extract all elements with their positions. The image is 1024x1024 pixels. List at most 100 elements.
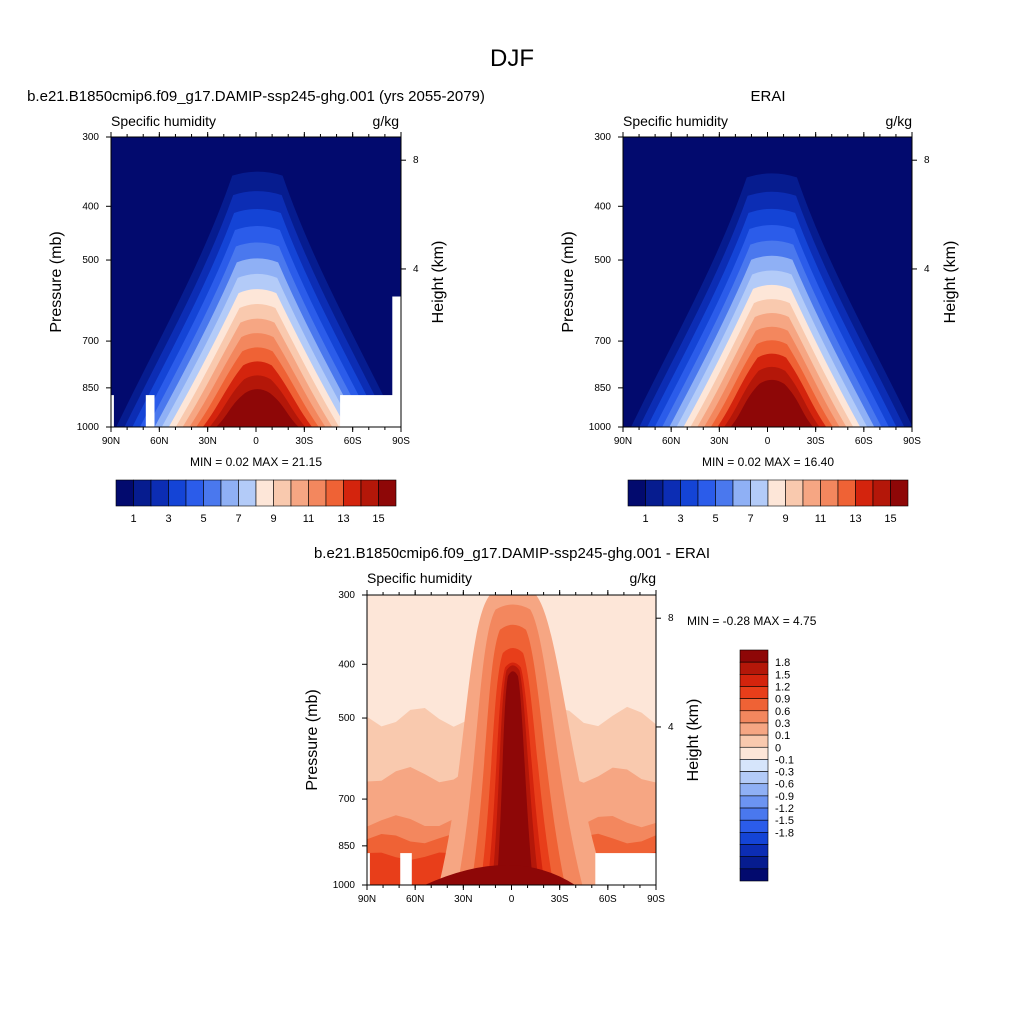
model-colorbar-label: 1 [130,513,136,525]
diff-colorbar-label: -1.8 [775,827,794,839]
panel-diff: b.e21.B1850cmip6.f09_g17.DAMIP-ssp245-gh… [304,545,817,905]
diff-colorbar-label: 1.2 [775,681,790,693]
diff-ytick-label: 850 [338,841,355,852]
obs-colorbar-swatch [662,479,681,507]
obs-ytick-label: 300 [594,132,611,143]
obs-colorbar-swatch [890,479,909,507]
obs-colorbar-swatch [837,479,856,507]
diff-colorbar-swatch [739,868,769,882]
diff-colorbar-swatch [739,698,769,712]
model-xtick-label: 30S [295,436,313,447]
diff-ytick-label: 500 [338,713,355,724]
diff-colorbar-swatch [739,746,769,760]
obs-ytick-label: 700 [594,336,611,347]
diff-colorbar-swatch [739,807,769,821]
obs-colorbar-swatch [855,479,874,507]
model-colorbar-swatch [255,479,274,507]
model-variable-label: Specific humidity [111,113,216,129]
model-colorbar-swatch [203,479,222,507]
obs-colorbar-swatch [715,479,734,507]
diff-colorbar-label: 0.9 [775,694,790,706]
obs-colorbar-swatch [645,479,664,507]
diff-axes: 90N 60N 30N 0 30S 60S 90S 300 400 500 700 850 1000 8 4 [333,590,674,905]
diff-ytick-label: 1000 [333,880,356,891]
obs-right-axis-label: Height (km) [942,241,959,324]
model-colorbar-swatch [238,479,257,507]
diff-colorbar-label: -0.1 [775,754,794,766]
obs-panel-title: ERAI [750,88,785,105]
obs-contour-band [730,379,814,427]
obs-colorbar: 1 3 5 7 9 11 13 15 [627,479,909,525]
model-colorbar-label: 7 [235,513,241,525]
model-colorbar-swatch [185,479,204,507]
model-units-label: g/kg [373,113,399,129]
diff-colorbar-swatch [739,710,769,724]
obs-stats: MIN = 0.02 MAX = 16.40 [702,455,834,469]
obs-rtick-label: 4 [924,264,930,275]
obs-colorbar-swatch [750,479,769,507]
diff-colorbar-swatch [739,649,769,663]
panel-obs: ERAI Specific humidity g/kg 90N 60N 30N 0 30… [560,88,959,525]
diff-colorbar-swatch [739,734,769,748]
obs-colorbar-label: 3 [677,513,683,525]
diff-xtick-label: 90S [647,894,665,905]
obs-variable-label: Specific humidity [623,113,728,129]
model-xtick-label: 60S [344,436,362,447]
diff-colorbar-label: -1.5 [775,815,794,827]
obs-xtick-label: 60N [662,436,680,447]
model-ytick-label: 700 [82,336,99,347]
model-colorbar-swatch [325,479,344,507]
diff-colorbar-swatch [739,674,769,687]
obs-ytick-label: 500 [594,255,611,266]
diff-colorbar-label: 0.3 [775,718,790,730]
model-colorbar-swatch [343,479,362,507]
model-colorbar-label: 3 [165,513,171,525]
model-colorbar-label: 15 [372,513,384,525]
obs-colorbar-swatch [627,479,646,507]
model-xtick-label: 60N [150,436,168,447]
obs-xtick-label: 90N [614,436,632,447]
model-colorbar-swatch [133,479,152,507]
obs-colorbar-label: 15 [884,513,896,525]
model-colorbar-swatch [378,479,397,507]
obs-xtick-label: 90S [903,436,921,447]
obs-xtick-label: 60S [855,436,873,447]
diff-contour-band [496,671,534,885]
obs-contour-plot [623,137,912,427]
diff-xtick-label: 0 [509,894,515,905]
model-colorbar-swatch [150,479,169,507]
obs-axes: 90N 60N 30N 0 30S 60S 90S 300 400 500 700 850 1000 8 4 [589,132,930,447]
diff-xtick-label: 30S [551,894,569,905]
model-ytick-label: 500 [82,255,99,266]
model-stats: MIN = 0.02 MAX = 21.15 [190,455,322,469]
diff-xtick-label: 90N [358,894,376,905]
obs-rtick-label: 8 [924,155,930,166]
diff-missing-region [367,853,370,885]
diff-colorbar: 1.81.51.20.90.60.30.10-0.1-0.3-0.6-0.9-1… [739,649,794,882]
model-right-axis-label: Height (km) [430,241,447,324]
diff-colorbar-swatch [739,759,769,772]
model-y-axis-label: Pressure (mb) [48,231,65,332]
obs-colorbar-label: 5 [712,513,718,525]
model-xtick-label: 0 [253,436,259,447]
diff-contour-plot [367,595,656,885]
diff-contour-band [424,865,576,885]
model-xtick-label: 90S [392,436,410,447]
diff-missing-region [595,853,656,885]
model-xtick-label: 90N [102,436,120,447]
diff-colorbar-swatch [739,832,769,845]
diff-ytick-label: 300 [338,590,355,601]
obs-units-label: g/kg [886,113,912,129]
diff-missing-region [400,853,412,885]
model-missing-region [145,395,155,427]
model-xtick-label: 30N [198,436,216,447]
figure-title: DJF [490,45,534,72]
model-missing-region [340,395,401,427]
obs-xtick-label: 0 [765,436,771,447]
panel-model: b.e21.B1850cmip6.f09_g17.DAMIP-ssp245-gh… [27,88,485,525]
model-colorbar-swatch [308,479,327,507]
diff-units-label: g/kg [630,570,656,586]
model-rtick-label: 4 [413,264,419,275]
diff-colorbar-label: 0 [775,742,781,754]
